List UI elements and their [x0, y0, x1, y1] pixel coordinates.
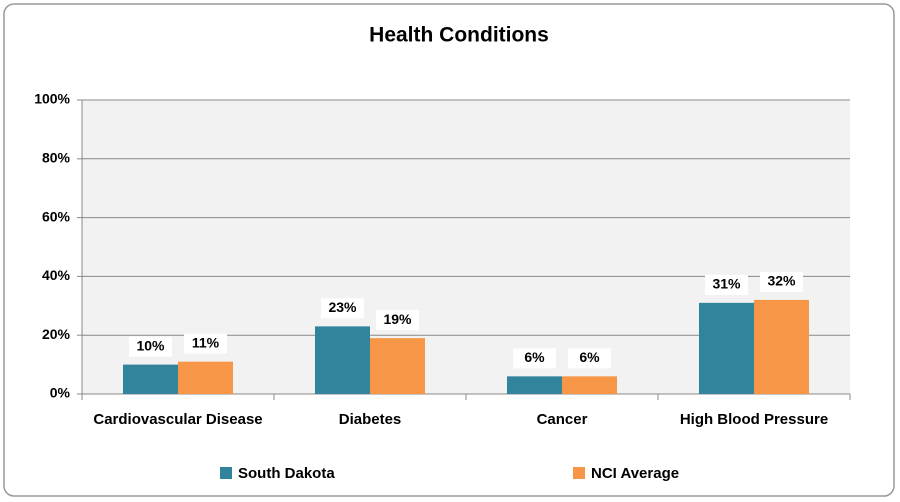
bar: [123, 364, 178, 394]
data-label: 23%: [328, 299, 357, 315]
legend-label: South Dakota: [238, 465, 335, 482]
y-tick-label: 0%: [50, 385, 71, 401]
bar: [507, 376, 562, 394]
data-label-bg: [321, 298, 364, 319]
data-label-bg: [513, 348, 556, 369]
data-label: 31%: [712, 276, 741, 292]
legend-label: NCI Average: [591, 465, 679, 482]
y-tick-label: 40%: [42, 267, 71, 283]
bar: [699, 302, 754, 394]
data-label-bg: [705, 274, 748, 295]
data-label: 11%: [192, 334, 220, 350]
data-label-bg: [376, 310, 419, 331]
y-tick-label: 60%: [42, 208, 71, 224]
data-label: 19%: [383, 311, 412, 327]
y-tick-label: 20%: [42, 326, 71, 342]
data-label: 10%: [136, 337, 165, 353]
chart-title: Health Conditions: [369, 24, 549, 47]
x-tick-label: Cardiovascular Disease: [93, 411, 262, 428]
data-label-bg: [129, 336, 172, 357]
data-label-bg: [568, 348, 611, 369]
data-label-bg: [760, 271, 803, 292]
x-tick-label: Diabetes: [339, 411, 402, 428]
bar: [754, 299, 809, 394]
bar: [178, 361, 233, 394]
bar: [562, 376, 617, 394]
bar: [315, 326, 370, 394]
data-label: 6%: [579, 349, 600, 365]
y-tick-label: 80%: [42, 150, 71, 166]
x-tick-label: High Blood Pressure: [680, 411, 828, 428]
data-label: 32%: [767, 273, 796, 289]
x-tick-label: Cancer: [537, 411, 588, 428]
legend-swatch: [573, 467, 585, 479]
data-label-bg: [184, 333, 227, 354]
y-tick-label: 100%: [34, 91, 70, 107]
legend-swatch: [220, 467, 232, 479]
bar: [370, 338, 425, 394]
data-label: 6%: [524, 349, 545, 365]
